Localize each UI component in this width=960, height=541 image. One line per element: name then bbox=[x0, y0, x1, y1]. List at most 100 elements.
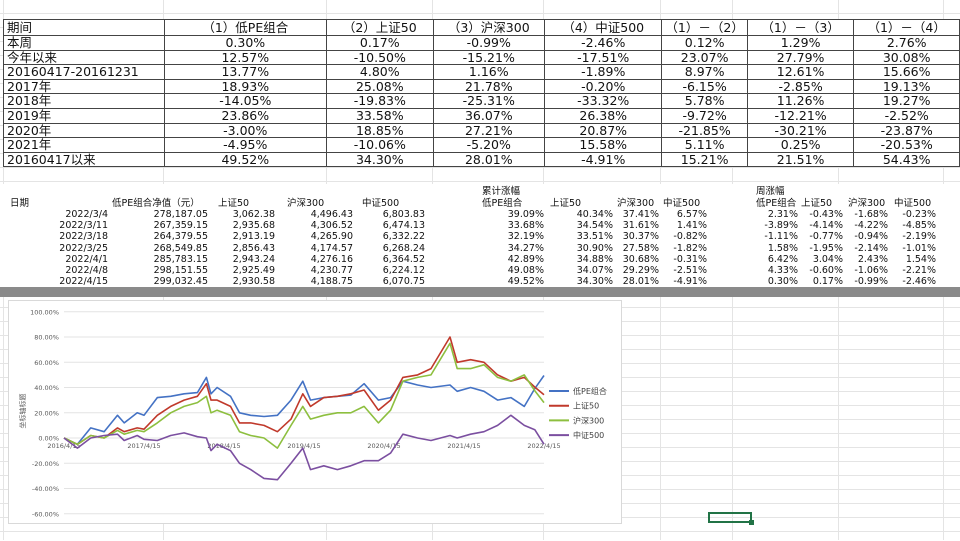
value-cell[interactable]: 34.88% bbox=[576, 253, 613, 265]
value-cell[interactable]: 21.51% bbox=[746, 151, 855, 168]
value-cell[interactable]: 15.21% bbox=[661, 151, 748, 168]
value-cell[interactable]: 4.80% bbox=[326, 64, 434, 80]
value-cell[interactable]: 30.08% bbox=[853, 49, 960, 66]
value-cell[interactable]: -1.01% bbox=[902, 242, 936, 254]
value-cell[interactable]: -25.31% bbox=[432, 93, 546, 109]
date-cell[interactable]: 2022/3/11 bbox=[59, 220, 108, 232]
value-cell[interactable]: 30.37% bbox=[622, 231, 659, 243]
value-cell[interactable]: （1）－（4） bbox=[853, 19, 960, 36]
value-cell[interactable]: -1.82% bbox=[673, 242, 707, 254]
period-cell[interactable]: 期间 bbox=[3, 19, 165, 36]
date-cell[interactable]: 2022/3/4 bbox=[65, 209, 108, 220]
value-cell[interactable]: -4.95% bbox=[163, 137, 328, 153]
value-cell[interactable]: 33.68% bbox=[507, 220, 544, 232]
value-cell[interactable]: 0.30% bbox=[767, 276, 798, 288]
period-cell[interactable]: 今年以来 bbox=[3, 49, 165, 66]
value-cell[interactable]: 39.09% bbox=[507, 209, 544, 220]
value-cell[interactable]: 23.07% bbox=[661, 49, 748, 66]
value-cell[interactable]: 34.30% bbox=[576, 276, 613, 288]
value-cell[interactable]: -0.20% bbox=[544, 78, 663, 95]
value-cell[interactable]: 19.27% bbox=[853, 93, 960, 109]
value-cell[interactable]: 49.52% bbox=[507, 276, 544, 288]
value-cell[interactable]: 3.04% bbox=[812, 253, 843, 265]
value-cell[interactable]: 268,549.85 bbox=[153, 242, 208, 254]
value-cell[interactable]: 34.07% bbox=[576, 265, 613, 276]
value-cell[interactable]: 31.61% bbox=[622, 220, 659, 232]
value-cell[interactable]: 2,925.49 bbox=[232, 265, 275, 276]
value-cell[interactable]: 0.17% bbox=[812, 276, 843, 288]
value-cell[interactable]: -0.31% bbox=[673, 253, 707, 265]
value-cell[interactable]: 4,188.75 bbox=[310, 276, 353, 288]
value-cell[interactable]: 34.54% bbox=[576, 220, 613, 232]
value-cell[interactable]: 2,856.43 bbox=[232, 242, 275, 254]
value-cell[interactable]: -0.99% bbox=[854, 276, 888, 288]
value-cell[interactable]: -9.72% bbox=[661, 107, 748, 124]
value-cell[interactable]: 3,062.38 bbox=[232, 209, 275, 220]
value-cell[interactable]: 0.30% bbox=[163, 35, 328, 51]
value-cell[interactable]: -12.21% bbox=[746, 107, 855, 124]
value-cell[interactable]: 28.01% bbox=[432, 151, 546, 168]
value-cell[interactable]: （2）上证50 bbox=[326, 19, 434, 36]
selected-cell[interactable] bbox=[708, 512, 752, 523]
value-cell[interactable]: -1.68% bbox=[854, 209, 888, 220]
value-cell[interactable]: 20.87% bbox=[544, 122, 663, 139]
value-cell[interactable]: 285,783.15 bbox=[153, 253, 208, 265]
value-cell[interactable]: -2.46% bbox=[902, 276, 936, 288]
value-cell[interactable]: 299,032.45 bbox=[153, 276, 208, 288]
value-cell[interactable]: 19.13% bbox=[853, 78, 960, 95]
value-cell[interactable]: 49.52% bbox=[163, 151, 328, 168]
value-cell[interactable]: -23.87% bbox=[853, 122, 960, 139]
value-cell[interactable]: -2.14% bbox=[854, 242, 888, 254]
value-cell[interactable]: 4,230.77 bbox=[310, 265, 353, 276]
value-cell[interactable]: 0.12% bbox=[661, 35, 748, 51]
value-cell[interactable]: -0.94% bbox=[854, 231, 888, 243]
value-cell[interactable]: 49.08% bbox=[507, 265, 544, 276]
value-cell[interactable]: -1.95% bbox=[809, 242, 843, 254]
value-cell[interactable]: 4,174.57 bbox=[310, 242, 353, 254]
value-cell[interactable]: 6,474.13 bbox=[382, 220, 425, 232]
value-cell[interactable]: 2,913.19 bbox=[232, 231, 275, 243]
value-cell[interactable]: -3.89% bbox=[764, 220, 798, 232]
value-cell[interactable]: -4.91% bbox=[673, 276, 707, 288]
value-cell[interactable]: -0.77% bbox=[809, 231, 843, 243]
value-cell[interactable]: 26.38% bbox=[544, 107, 663, 124]
value-cell[interactable]: 29.29% bbox=[622, 265, 659, 276]
date-cell[interactable]: 2022/4/15 bbox=[59, 276, 108, 288]
value-cell[interactable]: -6.15% bbox=[661, 78, 748, 95]
value-cell[interactable]: -2.46% bbox=[544, 35, 663, 51]
value-cell[interactable]: 1.58% bbox=[767, 242, 798, 254]
value-cell[interactable]: 264,379.55 bbox=[153, 231, 208, 243]
value-cell[interactable]: 27.21% bbox=[432, 122, 546, 139]
fill-handle[interactable] bbox=[749, 520, 754, 525]
value-cell[interactable]: 37.41% bbox=[622, 209, 659, 220]
value-cell[interactable]: 6,268.24 bbox=[382, 242, 425, 254]
value-cell[interactable]: 6.42% bbox=[767, 253, 798, 265]
value-cell[interactable]: 6,332.22 bbox=[382, 231, 425, 243]
value-cell[interactable]: 27.58% bbox=[622, 242, 659, 254]
value-cell[interactable]: -19.83% bbox=[326, 93, 434, 109]
value-cell[interactable]: 6.57% bbox=[676, 209, 707, 220]
value-cell[interactable]: 2.31% bbox=[767, 209, 798, 220]
value-cell[interactable]: （1）－（2） bbox=[661, 19, 748, 36]
value-cell[interactable]: -0.43% bbox=[809, 209, 843, 220]
value-cell[interactable]: -4.14% bbox=[809, 220, 843, 232]
value-cell[interactable]: 42.89% bbox=[507, 253, 544, 265]
value-cell[interactable]: （3）沪深300 bbox=[432, 19, 546, 36]
value-cell[interactable]: -4.22% bbox=[854, 220, 888, 232]
value-cell[interactable]: 28.01% bbox=[622, 276, 659, 288]
line-chart[interactable]: 100.00% 80.00% 60.00% 40.00% 20.00% 0.00% -20.… bbox=[8, 300, 622, 524]
value-cell[interactable]: 32.19% bbox=[507, 231, 544, 243]
value-cell[interactable]: -1.11% bbox=[764, 231, 798, 243]
value-cell[interactable]: 4.33% bbox=[767, 265, 798, 276]
value-cell[interactable]: -2.52% bbox=[853, 107, 960, 124]
period-cell[interactable]: 2018年 bbox=[3, 93, 165, 109]
value-cell[interactable]: 1.54% bbox=[905, 253, 936, 265]
value-cell[interactable]: 267,359.15 bbox=[153, 220, 208, 232]
value-cell[interactable]: -1.06% bbox=[854, 265, 888, 276]
value-cell[interactable]: 6,803.83 bbox=[382, 209, 425, 220]
value-cell[interactable]: （1）－（3） bbox=[746, 19, 855, 36]
value-cell[interactable]: -33.32% bbox=[544, 93, 663, 109]
value-cell[interactable]: 30.90% bbox=[576, 242, 613, 254]
value-cell[interactable]: 2,943.24 bbox=[232, 253, 275, 265]
value-cell[interactable]: -0.23% bbox=[902, 209, 936, 220]
